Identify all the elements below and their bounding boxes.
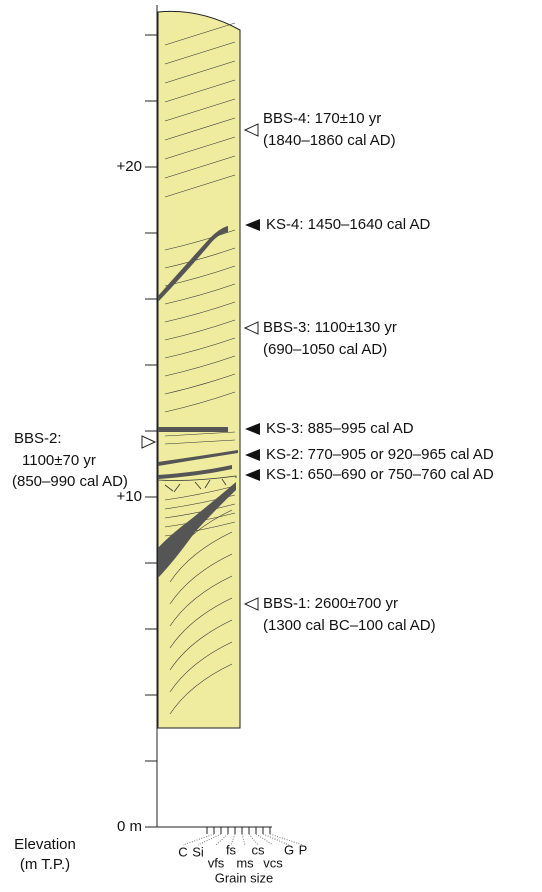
- sample-label: (1300 cal BC–100 cal AD): [263, 617, 436, 634]
- open-triangle: [245, 322, 258, 334]
- stratigraphic-column: +20 +10 0 m Elevation (m T.P.) C Si vfs …: [0, 0, 542, 887]
- grain-size-label: vfs: [208, 855, 225, 870]
- grain-size-label: C: [178, 844, 187, 859]
- grain-size-label: Si: [192, 844, 204, 859]
- sample-label: BBS-2:: [14, 430, 62, 447]
- filled-triangle: [245, 449, 260, 461]
- sample-label: BBS-3: 1100±130 yr: [263, 319, 397, 336]
- ks3-layer: [158, 427, 228, 432]
- sample-label: KS-1: 650–690 or 750–760 cal AD: [266, 466, 494, 483]
- sample-label: (690–1050 cal AD): [263, 341, 387, 358]
- grain-size-label: ms: [236, 855, 254, 870]
- sample-label: BBS-4: 170±10 yr: [263, 110, 381, 127]
- filled-triangle: [245, 423, 260, 435]
- open-triangle: [245, 598, 258, 610]
- sample-label: (850–990 cal AD): [12, 473, 128, 490]
- elevation-title: (m T.P.): [20, 856, 70, 873]
- filled-triangle: [245, 219, 260, 231]
- filled-triangle: [245, 469, 260, 481]
- open-triangle: [245, 124, 258, 136]
- elevation-tick-label: +20: [117, 158, 142, 175]
- grain-size-label: fs: [226, 842, 237, 857]
- sample-label: KS-4: 1450–1640 cal AD: [266, 216, 430, 233]
- grain-size-title: Grain size: [215, 870, 274, 885]
- elevation-tick-label: 0 m: [117, 818, 142, 835]
- elevation-title: Elevation: [14, 836, 76, 853]
- sample-label: BBS-1: 2600±700 yr: [263, 595, 398, 612]
- grain-size-label: G: [284, 842, 294, 857]
- sample-label: 1100±70 yr: [22, 452, 96, 469]
- grain-size-label: P: [299, 842, 308, 857]
- elevation-tick-label: +10: [117, 488, 142, 505]
- open-triangle: [142, 436, 155, 448]
- sample-label: KS-2: 770–905 or 920–965 cal AD: [266, 446, 494, 463]
- sample-label: (1840–1860 cal AD): [263, 132, 396, 149]
- grain-guide: [242, 834, 245, 845]
- sample-label: KS-3: 885–995 cal AD: [266, 420, 414, 437]
- page: {"elevation_axis": {"ticks": ["+20", "+1…: [0, 0, 542, 887]
- grain-size-label: vcs: [263, 855, 283, 870]
- sediment-column: [158, 11, 240, 728]
- grain-guide: [198, 834, 221, 845]
- column-body: [158, 11, 240, 728]
